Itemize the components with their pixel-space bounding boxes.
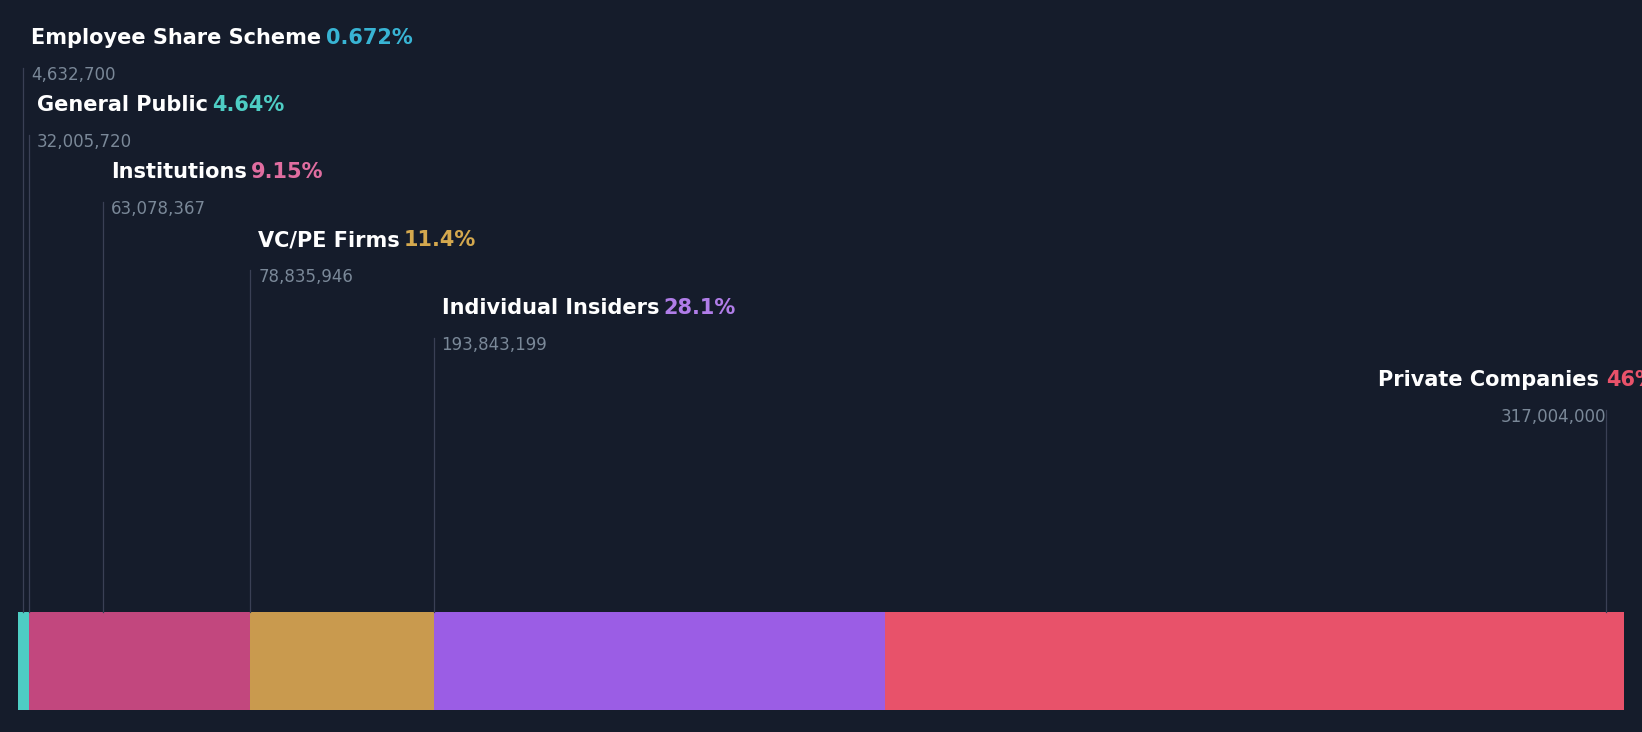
Text: 28.1%: 28.1% [663,298,736,318]
Text: 9.15%: 9.15% [251,162,323,182]
Text: Private Companies: Private Companies [1378,370,1606,390]
Text: VC/PE Firms: VC/PE Firms [258,230,401,250]
Text: 317,004,000: 317,004,000 [1501,408,1606,426]
Text: General Public: General Public [36,95,209,115]
Text: Individual Insiders: Individual Insiders [442,298,658,318]
Bar [30,612,103,710]
Text: 0.672%: 0.672% [325,28,412,48]
Bar [103,612,250,710]
Text: 32,005,720: 32,005,720 [36,133,131,151]
Bar [885,612,1624,710]
Text: 46%: 46% [1606,370,1642,390]
Bar [18,612,30,710]
Text: 4.64%: 4.64% [212,95,284,115]
Bar [250,612,433,710]
Text: 11.4%: 11.4% [404,230,476,250]
Text: 78,835,946: 78,835,946 [258,268,353,286]
Bar [433,612,885,710]
Text: Institutions: Institutions [112,162,248,182]
Text: Employee Share Scheme: Employee Share Scheme [31,28,322,48]
Text: 63,078,367: 63,078,367 [112,200,207,218]
Text: 193,843,199: 193,843,199 [442,336,547,354]
Text: 4,632,700: 4,632,700 [31,66,117,84]
